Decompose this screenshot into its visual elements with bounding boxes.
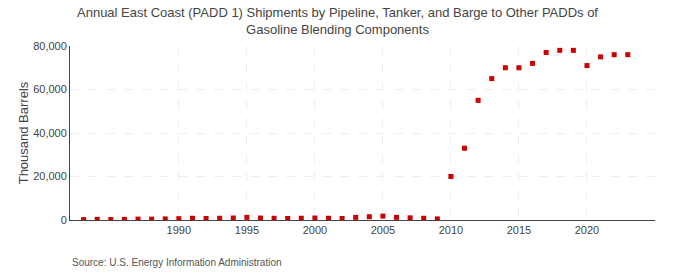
- svg-text:1990: 1990: [167, 224, 191, 236]
- svg-text:80,000: 80,000: [33, 40, 67, 52]
- svg-text:Thousand Barrels: Thousand Barrels: [16, 81, 31, 184]
- svg-text:Annual East Coast (PADD 1) Shi: Annual East Coast (PADD 1) Shipments by …: [77, 5, 598, 37]
- svg-text:2005: 2005: [371, 224, 395, 236]
- svg-text:2015: 2015: [507, 224, 531, 236]
- svg-text:2010: 2010: [439, 224, 463, 236]
- svg-text:40,000: 40,000: [33, 127, 67, 139]
- svg-text:60,000: 60,000: [33, 83, 67, 95]
- svg-text:20,000: 20,000: [33, 170, 67, 182]
- svg-text:Source: U.S. Energy Informatio: Source: U.S. Energy Information Administ…: [72, 257, 282, 268]
- svg-text:1995: 1995: [235, 224, 259, 236]
- svg-text:0: 0: [61, 214, 67, 226]
- svg-text:2020: 2020: [575, 224, 599, 236]
- svg-text:2000: 2000: [303, 224, 327, 236]
